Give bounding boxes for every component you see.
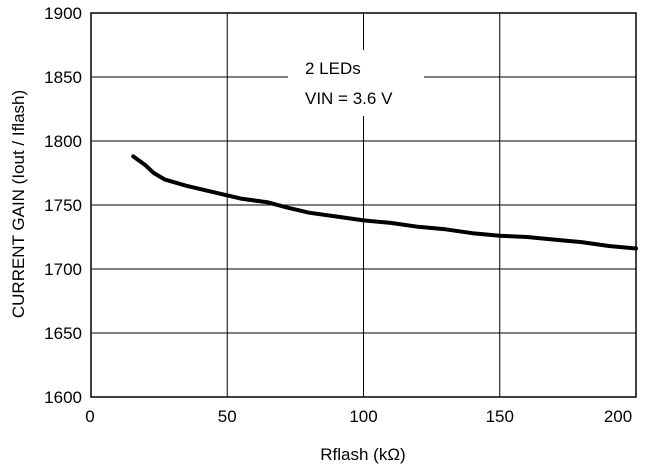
x-tick-label: 100 bbox=[349, 407, 377, 426]
y-tick-label: 1650 bbox=[44, 324, 82, 343]
plot-frame bbox=[90, 12, 637, 398]
x-tick-label: 50 bbox=[218, 407, 237, 426]
y-tick-label: 1850 bbox=[44, 68, 82, 87]
x-axis-title: Rflash (kΩ) bbox=[320, 445, 405, 464]
y-tick-labels: 1600 1650 1700 1750 1800 1850 1900 bbox=[44, 4, 82, 407]
annotation-line-2: VIN = 3.6 V bbox=[305, 89, 393, 108]
y-tick-label: 1700 bbox=[44, 260, 82, 279]
x-tick-label: 0 bbox=[85, 407, 94, 426]
y-tick-label: 1600 bbox=[44, 388, 82, 407]
annotation-background bbox=[288, 50, 424, 116]
y-tick-label: 1800 bbox=[44, 132, 82, 151]
x-tick-label: 200 bbox=[604, 407, 632, 426]
x-tick-label: 150 bbox=[486, 407, 514, 426]
annotation: 2 LEDs VIN = 3.6 V bbox=[288, 50, 424, 116]
annotation-line-1: 2 LEDs bbox=[305, 59, 361, 78]
series-line bbox=[131, 154, 638, 251]
y-axis-title: CURRENT GAIN (Iout / Iflash) bbox=[9, 90, 28, 318]
x-tick-labels: 0 50 100 150 200 bbox=[85, 407, 632, 426]
grid bbox=[91, 13, 636, 397]
y-tick-label: 1750 bbox=[44, 196, 82, 215]
y-tick-label: 1900 bbox=[44, 4, 82, 23]
